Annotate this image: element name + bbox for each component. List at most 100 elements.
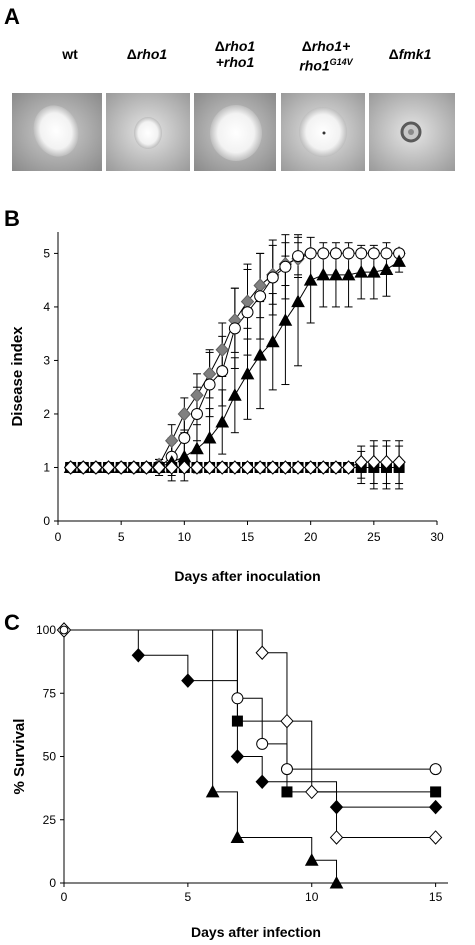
survival-point-series-3 bbox=[430, 786, 442, 798]
x-tick-label: 10 bbox=[178, 530, 192, 544]
strain-label-rho1: Δrho1 bbox=[108, 46, 186, 62]
strain-label-rho1-g14v-superscript: G14V bbox=[329, 57, 353, 67]
data-point-series-1 bbox=[317, 247, 330, 260]
survival-point-series-0 bbox=[329, 799, 344, 815]
data-point-series-2 bbox=[316, 267, 331, 281]
survival-point-series-0 bbox=[428, 799, 443, 815]
survival-point-series-2 bbox=[280, 763, 293, 776]
data-point-series-2 bbox=[240, 366, 255, 380]
data-point-series-2 bbox=[253, 348, 267, 361]
x-tick-label: 0 bbox=[55, 530, 62, 544]
data-point-series-4 bbox=[139, 460, 154, 475]
data-point-series-1 bbox=[279, 260, 292, 273]
data-point-series-4 bbox=[215, 460, 229, 475]
x-tick-label: 5 bbox=[185, 890, 192, 904]
data-point-series-1 bbox=[355, 247, 368, 260]
x-tick-label: 15 bbox=[429, 890, 443, 904]
y-tick-label: 1 bbox=[43, 460, 50, 474]
strain-label-wt: wt bbox=[40, 46, 100, 62]
strain-label-rho1-g14v-line2: rho1 bbox=[299, 57, 330, 74]
data-point-series-1 bbox=[266, 271, 279, 284]
y-tick-label: 4 bbox=[43, 300, 50, 314]
survival-start-point-inner bbox=[59, 625, 69, 635]
data-point-series-4 bbox=[367, 454, 381, 470]
x-axis-label: Days after inoculation bbox=[174, 568, 320, 584]
survival-point-series-4 bbox=[280, 713, 294, 729]
x-tick-label: 20 bbox=[304, 530, 318, 544]
survival-point-series-4 bbox=[428, 830, 443, 845]
data-point-series-0 bbox=[177, 406, 192, 422]
survival-point-series-0 bbox=[181, 673, 195, 688]
delta-symbol: Δ bbox=[388, 46, 399, 62]
data-point-series-4 bbox=[190, 460, 204, 475]
survival-point-series-1 bbox=[230, 830, 245, 843]
data-point-series-4 bbox=[392, 454, 406, 470]
survival-line-2 bbox=[64, 629, 436, 770]
data-point-series-4 bbox=[89, 460, 103, 475]
lesion-photo-wt-image bbox=[12, 93, 102, 171]
data-point-series-2 bbox=[228, 388, 242, 401]
survival-point-series-2 bbox=[231, 692, 244, 705]
lesion-photo-fmk1 bbox=[369, 93, 455, 171]
survival-point-series-0 bbox=[230, 749, 245, 764]
survival-point-series-3 bbox=[231, 715, 243, 727]
data-point-series-1 bbox=[329, 247, 342, 260]
data-point-series-4 bbox=[253, 460, 267, 475]
survival-line-1 bbox=[64, 629, 338, 883]
strain-label-fmk1-text: fmk1 bbox=[398, 46, 432, 62]
data-point-series-1 bbox=[190, 407, 203, 420]
data-point-series-2 bbox=[190, 441, 204, 455]
data-point-series-4 bbox=[329, 460, 343, 475]
data-point-series-4 bbox=[152, 460, 166, 475]
data-point-series-0 bbox=[202, 366, 217, 382]
y-tick-label: 100 bbox=[36, 623, 56, 637]
data-point-series-2 bbox=[341, 267, 356, 281]
panel-c-letter: C bbox=[4, 610, 20, 635]
lesion-photo-rho1-g14v bbox=[281, 93, 365, 171]
data-point-series-2 bbox=[202, 431, 217, 444]
data-point-series-1 bbox=[216, 365, 229, 378]
y-tick-label: 5 bbox=[43, 246, 50, 260]
data-point-series-1 bbox=[178, 432, 191, 445]
data-point-series-4 bbox=[63, 460, 78, 475]
data-point-series-2 bbox=[265, 334, 280, 348]
survival-line-0 bbox=[64, 629, 436, 808]
data-point-series-1 bbox=[203, 378, 216, 391]
strain-label-rho1-g14v: Δrho1+ rho1G14V bbox=[280, 38, 372, 74]
delta-symbol: Δ bbox=[301, 38, 312, 54]
data-point-series-2 bbox=[303, 273, 318, 286]
data-point-series-2 bbox=[278, 313, 293, 326]
data-point-series-4 bbox=[303, 460, 318, 475]
strain-label-rho1-text: rho1 bbox=[136, 46, 168, 62]
strain-label-rho1-complemented: Δrho1 +rho1 bbox=[190, 38, 280, 70]
data-point-series-4 bbox=[165, 460, 179, 475]
lesion-photo-rho1-image bbox=[106, 93, 190, 171]
strain-label-fmk1: Δfmk1 bbox=[370, 46, 450, 62]
survival-line-3 bbox=[64, 629, 436, 793]
survival-point-series-2 bbox=[429, 763, 442, 776]
data-point-series-0 bbox=[215, 342, 229, 357]
x-tick-label: 15 bbox=[241, 530, 255, 544]
survival-point-series-1 bbox=[329, 875, 344, 889]
survival-line-4 bbox=[64, 629, 436, 838]
survival-point-series-0 bbox=[255, 774, 269, 790]
data-point-series-4 bbox=[240, 460, 255, 475]
survival-point-series-4 bbox=[329, 830, 344, 845]
survival-point-series-4 bbox=[255, 645, 269, 661]
data-point-series-4 bbox=[278, 460, 293, 475]
data-point-series-1 bbox=[342, 247, 355, 260]
y-tick-label: 3 bbox=[43, 353, 50, 367]
data-point-series-4 bbox=[316, 460, 330, 475]
data-point-series-2 bbox=[379, 262, 394, 275]
data-point-series-4 bbox=[177, 460, 192, 475]
data-point-series-1 bbox=[304, 247, 317, 260]
survival-point-series-1 bbox=[304, 853, 319, 866]
survival-point-series-1 bbox=[205, 784, 220, 798]
data-point-series-2 bbox=[291, 294, 305, 308]
data-point-series-4 bbox=[228, 460, 242, 475]
data-point-series-2 bbox=[392, 254, 406, 267]
data-point-series-2 bbox=[354, 265, 369, 278]
x-tick-label: 0 bbox=[61, 890, 68, 904]
data-point-series-1 bbox=[228, 322, 241, 335]
chart-disease-index: 0 1 2 3 4 5 0 5 10 15 20 25 30 Days after inoculation… bbox=[9, 232, 444, 584]
